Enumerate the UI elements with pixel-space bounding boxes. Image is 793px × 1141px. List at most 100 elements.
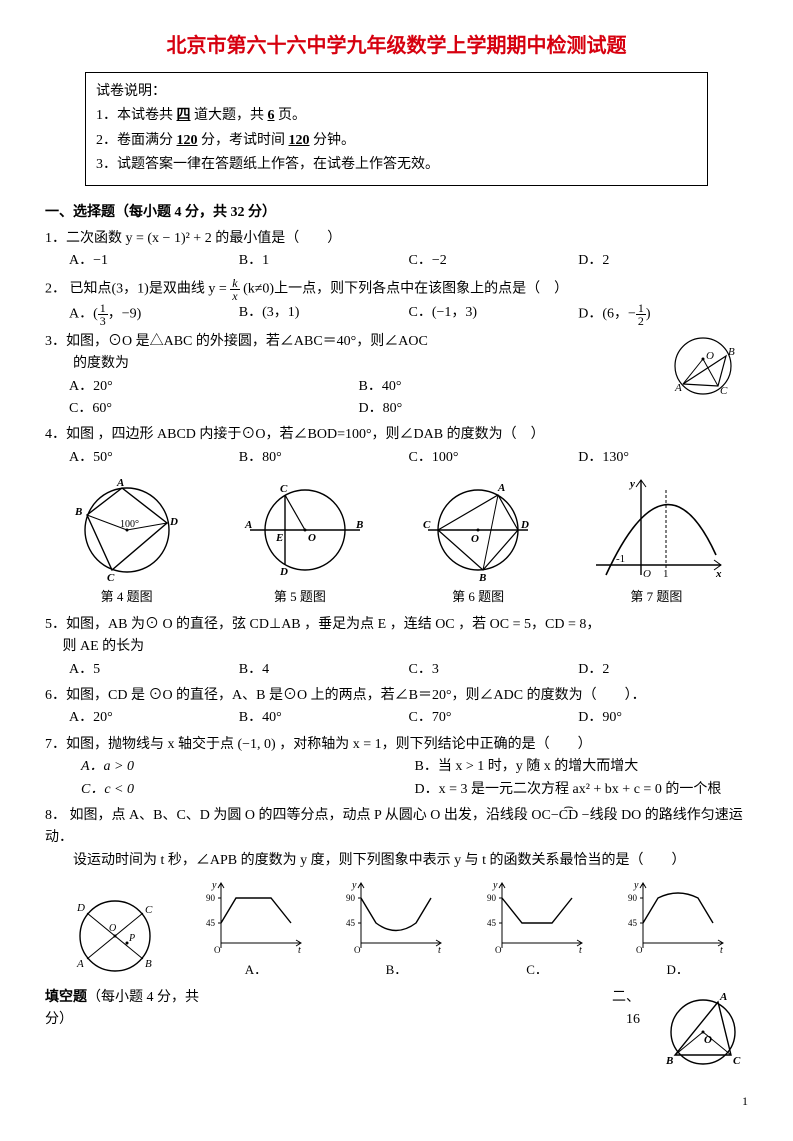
q2-opt-c: C．(−1，3) bbox=[409, 302, 579, 327]
svg-text:O: O bbox=[495, 945, 502, 955]
svg-text:B: B bbox=[74, 506, 82, 518]
q3-opt-a: A．20° bbox=[69, 376, 359, 398]
q8-figure-row: D C A B O P 90 45 ytO A． 90 45 ytO B． bbox=[45, 878, 748, 981]
q8-chart-a: 90 45 ytO A． bbox=[206, 878, 306, 981]
question-6: 6．如图，CD 是 ⊙O 的直径，A、B 是⊙O 上的两点，若∠B＝20°，则∠… bbox=[45, 685, 748, 730]
q4-opt-b: B．80° bbox=[239, 447, 409, 469]
q1-stem: 1．二次函数 y = (x − 1)² + 2 的最小值是（ ） bbox=[45, 228, 748, 250]
question-7: 7．如图，抛物线与 x 轴交于点 (−1, 0) ，对称轴为 x = 1，则下列… bbox=[45, 734, 748, 801]
svg-text:A: A bbox=[497, 482, 505, 494]
svg-text:y: y bbox=[633, 880, 639, 891]
q2-opt-b: B．(3，1) bbox=[239, 302, 409, 327]
svg-text:B: B bbox=[478, 572, 486, 584]
svg-text:A: A bbox=[76, 958, 84, 970]
question-3: 3．如图，⊙O 是△ABC 的外接圆，若∠ABC＝40°，则∠AOC 的度数为 … bbox=[45, 331, 748, 421]
q3-stem-2: 的度数为 bbox=[45, 353, 648, 375]
figure-6: C D A B O 第 6 题图 bbox=[413, 475, 543, 608]
info-box: 试卷说明： 1．本试卷共 四 道大题，共 6 页。 2．卷面满分 120 分，考… bbox=[85, 72, 708, 186]
svg-text:O: O bbox=[308, 532, 316, 544]
figure-7: x y -1 O 1 第 7 题图 bbox=[586, 475, 726, 608]
q1-opt-d: D．2 bbox=[578, 250, 748, 272]
svg-text:-1: -1 bbox=[616, 553, 625, 565]
page-number: 1 bbox=[45, 1092, 748, 1111]
q5-opt-a: A．5 bbox=[69, 659, 239, 681]
q8-chart-d: 90 45 ytO D． bbox=[628, 878, 728, 981]
q4-opt-d: D．130° bbox=[578, 447, 748, 469]
svg-text:90: 90 bbox=[628, 893, 638, 903]
q7-opt-d: D．x = 3 是一元二次方程 ax² + bx + c = 0 的一个根 bbox=[415, 779, 749, 801]
question-1: 1．二次函数 y = (x − 1)² + 2 的最小值是（ ） A．−1 B．… bbox=[45, 228, 748, 273]
svg-text:D: D bbox=[169, 516, 178, 528]
svg-text:O: O bbox=[214, 945, 221, 955]
svg-text:y: y bbox=[351, 880, 357, 891]
q4-opt-a: A．50° bbox=[69, 447, 239, 469]
svg-text:O: O bbox=[636, 945, 643, 955]
figure-5: A B C D E O 第 5 题图 bbox=[230, 475, 370, 608]
svg-text:C: C bbox=[145, 904, 153, 916]
q8-chart-b: 90 45 ytO B． bbox=[346, 878, 446, 981]
question-5: 5．如图，AB 为⊙ O 的直径，弦 CD⊥AB ，垂足为点 E ，连结 OC … bbox=[45, 614, 748, 681]
info-line-1: 1．本试卷共 四 道大题，共 6 页。 bbox=[96, 105, 697, 127]
svg-text:y: y bbox=[628, 478, 635, 490]
q2-opt-d: D．(6，−12) bbox=[578, 302, 748, 327]
section-2-figure: A B C O bbox=[658, 987, 748, 1072]
question-4: 4．如图 ，四边形 ABCD 内接于⊙O，若∠BOD=100°，则∠DAB 的度… bbox=[45, 424, 748, 469]
q7-opt-a: A．a > 0 bbox=[81, 756, 415, 778]
q3-figure: O A B C bbox=[658, 331, 748, 401]
q5-stem: 5．如图，AB 为⊙ O 的直径，弦 CD⊥AB ，垂足为点 E ，连结 OC … bbox=[45, 614, 748, 636]
q1-opt-b: B．1 bbox=[239, 250, 409, 272]
svg-text:E: E bbox=[275, 532, 283, 544]
svg-text:x: x bbox=[715, 568, 722, 580]
q5-opt-d: D．2 bbox=[578, 659, 748, 681]
svg-text:A: A bbox=[674, 382, 682, 394]
svg-text:90: 90 bbox=[487, 893, 497, 903]
q7-stem: 7．如图，抛物线与 x 轴交于点 (−1, 0) ，对称轴为 x = 1，则下列… bbox=[45, 734, 748, 756]
svg-text:t: t bbox=[438, 945, 441, 956]
svg-text:100°: 100° bbox=[120, 519, 139, 530]
q5-stem-2: 则 AE 的长为 bbox=[45, 636, 748, 658]
svg-text:P: P bbox=[128, 933, 135, 944]
info-line-2: 2．卷面满分 120 分，考试时间 120 分钟。 bbox=[96, 130, 697, 152]
q8-stem-2: 设运动时间为 t 秒，∠APB 的度数为 y 度，则下列图象中表示 y 与 t … bbox=[45, 850, 748, 872]
svg-text:45: 45 bbox=[346, 918, 356, 928]
svg-text:y: y bbox=[211, 880, 217, 891]
section-2-row: 填空题（每小题 4 分，共 分） 二、 16 A B C O bbox=[45, 987, 748, 1072]
q4-opt-c: C．100° bbox=[409, 447, 579, 469]
q3-opt-d: D．80° bbox=[359, 398, 649, 420]
svg-text:B: B bbox=[145, 958, 152, 970]
question-2: 2． 已知点(3，1)是双曲线 y = kx (k≠0)上一点，则下列各点中在该… bbox=[45, 277, 748, 327]
svg-text:B: B bbox=[355, 519, 363, 531]
svg-text:O: O bbox=[643, 568, 651, 580]
section-2-header: 填空题 bbox=[45, 990, 87, 1005]
svg-text:A: A bbox=[244, 519, 252, 531]
q1-opt-c: C．−2 bbox=[409, 250, 579, 272]
svg-text:D: D bbox=[520, 519, 529, 531]
info-line-3: 3．试题答案一律在答题纸上作答，在试卷上作答无效。 bbox=[96, 154, 697, 176]
q3-opt-b: B．40° bbox=[359, 376, 649, 398]
svg-text:45: 45 bbox=[487, 918, 497, 928]
svg-text:45: 45 bbox=[628, 918, 638, 928]
svg-text:O: O bbox=[354, 945, 361, 955]
q6-opt-a: A．20° bbox=[69, 707, 239, 729]
page-title: 北京市第六十六中学九年级数学上学期期中检测试题 bbox=[45, 30, 748, 62]
svg-text:C: C bbox=[423, 519, 431, 531]
svg-text:90: 90 bbox=[206, 893, 216, 903]
q8-stem-1: 8． 如图，点 A、B、C、D 为圆 O 的四等分点，动点 P 从圆心 O 出发… bbox=[45, 805, 748, 850]
question-8: 8． 如图，点 A、B、C、D 为圆 O 的四等分点，动点 P 从圆心 O 出发… bbox=[45, 805, 748, 872]
svg-text:D: D bbox=[279, 566, 288, 578]
q7-opt-b: B．当 x > 1 时，y 随 x 的增大而增大 bbox=[415, 756, 749, 778]
q5-opt-c: C．3 bbox=[409, 659, 579, 681]
svg-text:C: C bbox=[280, 483, 288, 495]
q6-opt-d: D．90° bbox=[578, 707, 748, 729]
svg-text:C: C bbox=[720, 385, 728, 397]
svg-text:O: O bbox=[471, 533, 479, 545]
svg-text:t: t bbox=[298, 945, 301, 956]
figure-4: A B C D 100° 第 4 题图 bbox=[67, 475, 187, 608]
q3-opt-c: C．60° bbox=[69, 398, 359, 420]
q2-opt-a: A．(13，−9) bbox=[69, 302, 239, 327]
svg-text:C: C bbox=[733, 1055, 741, 1067]
svg-text:t: t bbox=[720, 945, 723, 956]
svg-text:A: A bbox=[719, 991, 727, 1003]
q1-opt-a: A．−1 bbox=[69, 250, 239, 272]
q4-stem: 4．如图 ，四边形 ABCD 内接于⊙O，若∠BOD=100°，则∠DAB 的度… bbox=[45, 424, 748, 446]
